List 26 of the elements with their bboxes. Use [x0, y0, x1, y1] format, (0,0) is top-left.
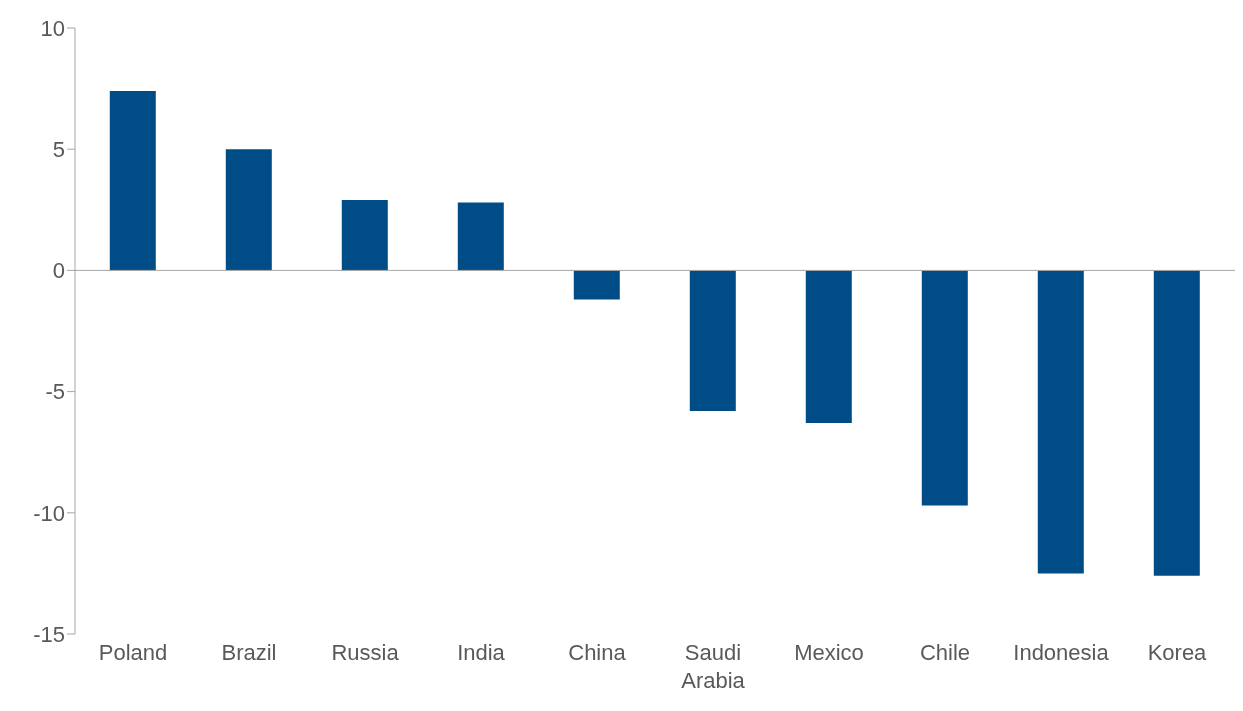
bar [573, 270, 620, 300]
bar [805, 270, 852, 424]
x-tick-label: Korea [1147, 640, 1208, 665]
bar [109, 91, 156, 271]
y-tick-label: 5 [52, 137, 65, 163]
bar [921, 270, 968, 506]
y-tick-label: 10 [40, 15, 65, 41]
bar [457, 202, 504, 271]
bar [1037, 270, 1084, 574]
bar [341, 200, 388, 271]
x-tick-label: Saudi Arabia [681, 640, 746, 693]
y-tick-label: -10 [33, 500, 65, 526]
bar [689, 270, 736, 411]
x-tick-label: Poland [98, 640, 168, 665]
x-tick-label: China [568, 640, 627, 665]
y-tick-label: -15 [33, 621, 65, 647]
x-tick-label: Russia [331, 640, 400, 665]
bar [1153, 270, 1200, 576]
x-tick-label: Mexico [794, 640, 864, 665]
x-tick-label: Brazil [221, 640, 277, 665]
x-tick-label: Chile [919, 640, 971, 665]
y-tick-label: -5 [45, 379, 65, 405]
y-tick-label: 0 [52, 258, 65, 284]
bar [225, 149, 272, 271]
x-tick-label: Indonesia [1013, 640, 1110, 665]
x-tick-label: India [457, 640, 506, 665]
